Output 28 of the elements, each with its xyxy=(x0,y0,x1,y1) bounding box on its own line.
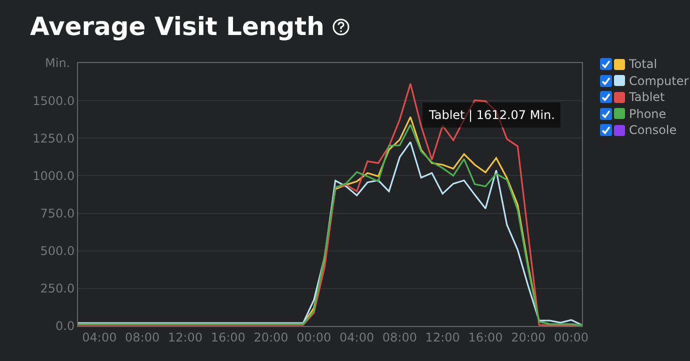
annotation: Tablet | 1612.07 Min. xyxy=(428,108,555,122)
x-tick-label: 20:00 xyxy=(254,330,288,344)
x-tick-label: 16:00 xyxy=(468,330,503,344)
x-tick-label: 04:00 xyxy=(82,330,117,344)
y-tick-label: 0.0 xyxy=(56,319,75,334)
x-tick-label: 08:00 xyxy=(382,330,417,344)
y-tick-label: 1250.0 xyxy=(32,131,75,146)
legend-label: Console xyxy=(629,123,677,138)
x-tick-label: 00:00 xyxy=(296,330,332,344)
x-tick-label: 00:00 xyxy=(554,330,589,344)
legend-label: Tablet xyxy=(629,90,665,104)
y-tick-label: 750.0 xyxy=(40,206,75,220)
chart-title: Average Visit Length xyxy=(30,12,324,41)
x-tick-label: 20:00 xyxy=(511,330,546,344)
legend-label: Computer xyxy=(629,74,689,88)
x-tick-label: 16:00 xyxy=(210,330,246,344)
y-axis-title: Min. xyxy=(45,56,70,70)
x-tick-label: 04:00 xyxy=(340,330,374,344)
line-series xyxy=(78,82,582,326)
legend-label: Total xyxy=(629,57,658,72)
y-tick-label: 500.0 xyxy=(40,244,75,258)
x-tick-label: 08:00 xyxy=(125,330,160,344)
y-tick-label: 1500.0 xyxy=(32,94,75,108)
y-tick-label: 250.0 xyxy=(40,282,75,296)
y-tick-label: 1000.0 xyxy=(32,168,75,183)
legend-label: Phone xyxy=(629,106,666,121)
x-tick-label: 12:00 xyxy=(168,330,203,344)
x-tick-label: 12:00 xyxy=(425,330,460,344)
